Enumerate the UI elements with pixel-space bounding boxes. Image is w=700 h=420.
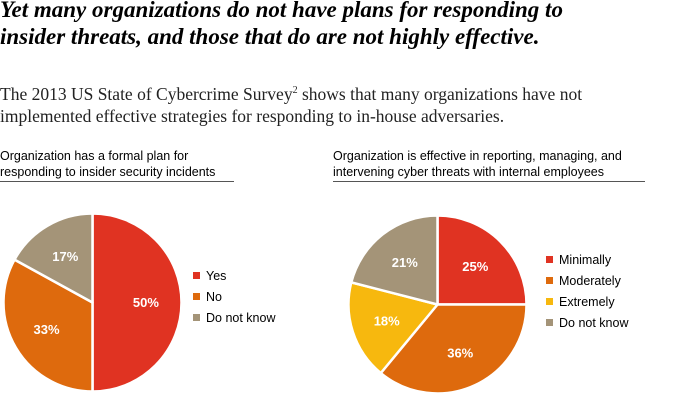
chart-1-legend: Yes No Do not know xyxy=(193,265,275,328)
intro-line-1-post: shows that many organizations have not xyxy=(297,83,583,104)
chart-1-title-rule xyxy=(0,181,234,182)
chart-2-title-line-1: Organization is effective in reporting, … xyxy=(333,149,622,163)
chart-2-slice-do-not-know xyxy=(350,214,439,306)
legend-label: Do not know xyxy=(559,315,629,330)
legend-swatch xyxy=(193,314,200,321)
chart-1-title-line-2: responding to insider security incidents xyxy=(0,165,216,179)
intro-line-1: The 2013 US State of Cybercrime Survey2 … xyxy=(0,80,700,105)
headline: Yet many organizations do not have plans… xyxy=(0,0,700,50)
legend-label: Yes xyxy=(206,268,227,283)
intro-line-1-pre: The 2013 US State of Cybercrime Survey xyxy=(0,83,293,104)
chart-2-title-line-2: intervening cyber threats with internal … xyxy=(333,165,604,179)
chart-1-data-label-no: 33% xyxy=(34,322,60,337)
chart-2-legend: Minimally Moderately Extremely Do not know xyxy=(546,249,628,333)
legend-label: Do not know xyxy=(206,310,276,325)
chart-1-legend-item-no: No xyxy=(193,286,275,307)
legend-swatch xyxy=(546,256,553,263)
intro-paragraph: The 2013 US State of Cybercrime Survey2 … xyxy=(0,80,700,127)
chart-1-title-line-1: Organization has a formal plan for xyxy=(0,149,189,163)
headline-line-1: Yet many organizations do not have plans… xyxy=(0,0,563,22)
legend-label: Extremely xyxy=(559,294,615,309)
headline-line-2: insider threats, and those that do are n… xyxy=(0,24,540,49)
chart-2-title: Organization is effective in reporting, … xyxy=(333,148,622,180)
chart-2-data-label-do-not-know: 21% xyxy=(392,255,418,270)
chart-2-data-label-extremely: 18% xyxy=(374,314,400,329)
chart-1-legend-item-do-not-know: Do not know xyxy=(193,307,275,328)
chart-2-pie: 25% 36% 18% 21% xyxy=(347,214,528,395)
chart-2-data-label-minimally: 25% xyxy=(462,259,488,274)
chart-2-legend-item-moderately: Moderately xyxy=(546,270,628,291)
legend-swatch xyxy=(546,277,553,284)
chart-2-data-label-moderately: 36% xyxy=(447,345,473,360)
legend-label: No xyxy=(206,289,222,304)
chart-1-slice-yes xyxy=(91,212,183,393)
chart-2-slice-extremely xyxy=(347,281,439,375)
chart-1-data-label-do-not-know: 17% xyxy=(52,249,78,264)
chart-1-pie: 50% 33% 17% xyxy=(2,212,183,393)
intro-line-2: implemented effective strategies for res… xyxy=(0,105,505,126)
legend-swatch xyxy=(546,298,553,305)
chart-2-legend-item-do-not-know: Do not know xyxy=(546,312,628,333)
chart-1-slice-no xyxy=(2,258,94,393)
chart-2-title-rule xyxy=(333,181,645,182)
chart-2-legend-item-extremely: Extremely xyxy=(546,291,628,312)
chart-1-slice-do-not-know xyxy=(13,212,94,304)
legend-swatch xyxy=(193,293,200,300)
chart-1-data-label-yes: 50% xyxy=(133,295,159,310)
legend-swatch xyxy=(546,319,553,326)
chart-2-slice-minimally xyxy=(436,214,528,306)
chart-2-legend-item-minimally: Minimally xyxy=(546,249,628,270)
legend-label: Minimally xyxy=(559,252,612,267)
chart-1-legend-item-yes: Yes xyxy=(193,265,275,286)
legend-swatch xyxy=(193,272,200,279)
chart-1-title: Organization has a formal plan for respo… xyxy=(0,148,215,180)
legend-label: Moderately xyxy=(559,273,621,288)
footnote-marker: 2 xyxy=(292,85,298,96)
chart-2-slice-moderately xyxy=(379,303,528,395)
